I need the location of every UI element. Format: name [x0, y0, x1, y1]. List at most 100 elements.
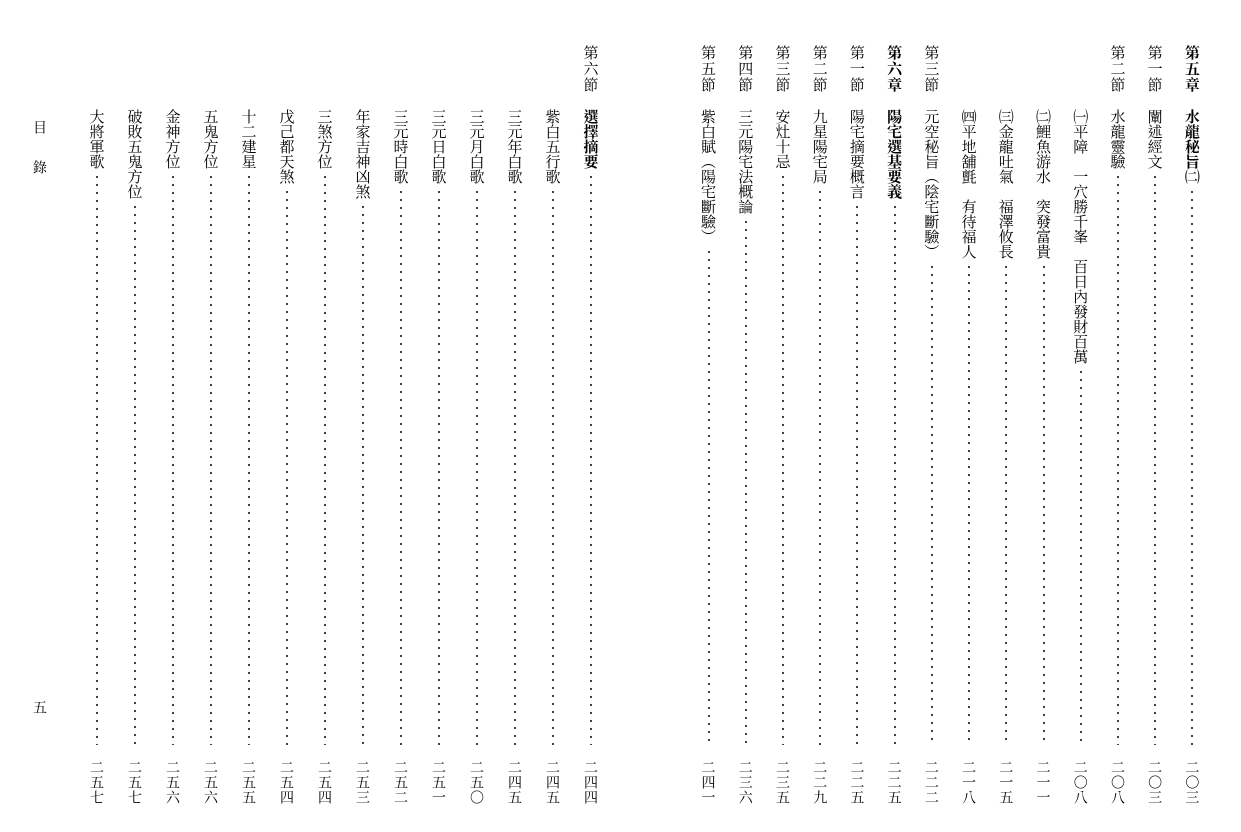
toc-leader-dots [116, 199, 154, 749]
toc-leader-dots [1025, 259, 1062, 749]
toc-pagenum: 二五七 [127, 749, 143, 805]
toc-entry: 第六章陽宅選基要義二二五 [876, 45, 913, 805]
toc-leader-dots [534, 184, 572, 749]
toc-title: 五鬼方位 [203, 109, 220, 169]
toc-title: 破敗五鬼方位 [127, 109, 144, 199]
toc-title: 年家吉神凶煞 [355, 109, 372, 199]
toc-leader-dots [420, 184, 458, 749]
toc-title: 三煞方位 [317, 109, 334, 169]
toc-leader-dots [78, 169, 116, 749]
toc-pagenum: 二一八 [961, 749, 977, 805]
toc-title: 十二建星 [241, 109, 258, 169]
toc-leader-dots [727, 214, 764, 749]
toc-entry: 年家吉神凶煞二五三 [344, 45, 382, 805]
toc-leader-dots [1174, 184, 1211, 749]
toc-pagenum: 二四一 [701, 749, 717, 805]
toc-pagenum: 二〇八 [1110, 749, 1126, 805]
toc-leader-dots [382, 184, 420, 749]
toc-leader-dots [268, 184, 306, 749]
toc-title: 陽宅選基要義 [886, 109, 903, 199]
toc-title: 紫白賦（陽宅斷驗） [700, 109, 717, 244]
toc-header: 第一節 [849, 45, 866, 109]
toc-entry: ㈠平障 一穴勝千峯 百日內發財百萬二〇八 [1062, 45, 1099, 805]
toc-leader-dots [839, 199, 876, 749]
toc-entry: 大將軍歌二五七 [78, 45, 116, 805]
toc-header: 第五章 [1184, 45, 1201, 109]
toc-entry: 第一節闡述經文二〇三 [1137, 45, 1174, 805]
toc-title: 水龍秘旨㈡ [1184, 109, 1201, 184]
toc-entry: ㈣平地舖氈 有待福人二一八 [950, 45, 987, 805]
toc-pagenum: 二五二 [393, 749, 409, 805]
toc-pagenum: 二五四 [279, 749, 295, 805]
toc-leader-dots [1062, 364, 1099, 749]
toc-header: 第四節 [737, 45, 754, 109]
toc-title: ㈢金龍吐氣 福澤攸長 [998, 109, 1015, 259]
toc-title: ㈣平地舖氈 有待福人 [961, 109, 978, 259]
toc-entry: 第六節選擇摘要二四四 [572, 45, 610, 805]
toc-title: 三元月白歌 [469, 109, 486, 184]
toc-entry: 第五章水龍秘旨㈡二〇三 [1174, 45, 1211, 805]
toc-entry: ㈢金龍吐氣 福澤攸長二一五 [988, 45, 1025, 805]
toc-leader-dots [802, 184, 839, 749]
toc-title: 選擇摘要 [583, 109, 600, 169]
toc-entry: 破敗五鬼方位二五七 [116, 45, 154, 805]
toc-entry: 第二節九星陽宅局二二九 [802, 45, 839, 805]
toc-leader-dots [876, 199, 913, 749]
toc-title: 三元年白歌 [507, 109, 524, 184]
toc-title: ㈠平障 一穴勝千峯 百日內發財百萬 [1072, 109, 1089, 364]
toc-title: 安灶十忌 [774, 109, 791, 169]
toc-leader-dots [913, 259, 950, 749]
toc-header: 第一節 [1147, 45, 1164, 109]
right-page: 第五章水龍秘旨㈡二〇三第一節闡述經文二〇三第二節水龍靈驗二〇八㈠平障 一穴勝千峯… [660, 0, 1241, 832]
toc-entry: 三元年白歌二四五 [496, 45, 534, 805]
toc-pagenum: 二〇三 [1147, 749, 1163, 805]
toc-pagenum: 二二九 [812, 749, 828, 805]
right-columns: 第五章水龍秘旨㈡二〇三第一節闡述經文二〇三第二節水龍靈驗二〇八㈠平障 一穴勝千峯… [660, 45, 1241, 802]
toc-leader-dots [154, 169, 192, 749]
side-label-pagenum: 五 [30, 700, 50, 720]
toc-header: 第三節 [774, 45, 791, 109]
toc-entry: 三元月白歌二五〇 [458, 45, 496, 805]
toc-leader-dots [950, 259, 987, 749]
left-columns: 第六節選擇摘要二四四紫白五行歌二四五三元年白歌二四五三元月白歌二五〇三元日白歌二… [0, 45, 640, 802]
toc-entry: 三煞方位二五四 [306, 45, 344, 805]
toc-pagenum: 二〇八 [1073, 749, 1089, 805]
toc-entry: 三元日白歌二五一 [420, 45, 458, 805]
toc-header: 第六節 [583, 45, 600, 109]
toc-header: 第二節 [1109, 45, 1126, 109]
toc-pagenum: 二三六 [738, 749, 754, 805]
toc-pagenum: 二五六 [165, 749, 181, 805]
toc-title: 水龍靈驗 [1109, 109, 1126, 169]
side-label-mulu: 目 錄 [30, 120, 50, 180]
toc-pagenum: 二四四 [583, 749, 599, 805]
toc-pagenum: 二〇三 [1184, 749, 1200, 805]
toc-entry: 戊己都天煞二五四 [268, 45, 306, 805]
toc-title: 紫白五行歌 [545, 109, 562, 184]
toc-entry: ㈡鯉魚游水 突發富貴二一一 [1025, 45, 1062, 805]
toc-leader-dots [1137, 169, 1174, 749]
toc-pagenum: 二三五 [775, 749, 791, 805]
toc-pagenum: 二五三 [355, 749, 371, 805]
toc-title: ㈡鯉魚游水 突發富貴 [1035, 109, 1052, 259]
toc-header: 第二節 [812, 45, 829, 109]
toc-leader-dots [496, 184, 534, 749]
toc-entry: 第二節水龍靈驗二〇八 [1099, 45, 1136, 805]
toc-leader-dots [572, 169, 610, 749]
toc-pagenum: 二二五 [887, 749, 903, 805]
toc-entry: 第四節三元陽宅法概論二三六 [727, 45, 764, 805]
toc-pagenum: 二五四 [317, 749, 333, 805]
toc-header: 第六章 [886, 45, 903, 109]
toc-entry: 十二建星二五五 [230, 45, 268, 805]
toc-leader-dots [306, 169, 344, 749]
toc-leader-dots [230, 169, 268, 749]
toc-title: 闡述經文 [1147, 109, 1164, 169]
toc-title: 三元日白歌 [431, 109, 448, 184]
toc-entry: 第三節元空秘旨（陰宅斷驗）二二二 [913, 45, 950, 805]
toc-title: 大將軍歌 [89, 109, 106, 169]
toc-title: 金神方位 [165, 109, 182, 169]
toc-pagenum: 二五一 [431, 749, 447, 805]
toc-pagenum: 二五五 [241, 749, 257, 805]
toc-pagenum: 二二五 [849, 749, 865, 805]
toc-entry: 三元時白歌二五二 [382, 45, 420, 805]
toc-header: 第五節 [700, 45, 717, 109]
